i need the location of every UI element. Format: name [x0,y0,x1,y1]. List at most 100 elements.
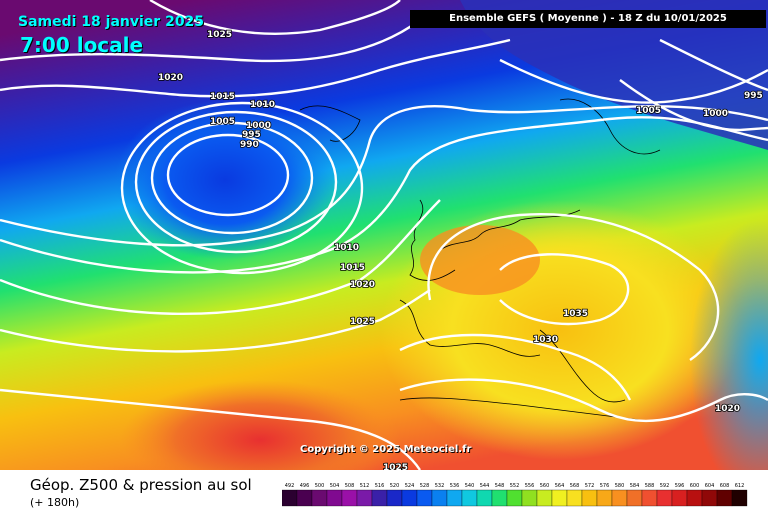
legend-swatch [476,489,493,507]
isobar-label: 1030 [533,335,558,345]
legend-tick-label: 556 [525,483,535,489]
legend-tick-label: 532 [435,483,445,489]
isobar-label: 1010 [250,100,275,110]
isobar [0,105,768,247]
legend-swatch [671,489,688,507]
isobar [0,388,421,470]
legend-swatch [341,489,358,507]
isobar-label: 1015 [210,92,235,102]
legend-swatch [356,489,373,507]
isobar-label: 1025 [383,463,408,470]
legend-tick-label: 560 [540,483,550,489]
isobar [0,38,511,98]
legend-tick-label: 608 [720,483,730,489]
legend-tick-label: 548 [495,483,505,489]
legend-swatch [701,489,718,507]
legend-swatch [371,489,388,507]
isobar [499,253,630,326]
legend-tick-label: 604 [705,483,715,489]
legend-swatch [731,489,748,507]
isobar [499,58,768,104]
isobar-label: 1020 [158,73,183,83]
legend-swatch [626,489,643,507]
legend-tick-label: 512 [360,483,370,489]
legend-swatch [506,489,523,507]
legend-swatch [716,489,733,507]
isobar [659,38,768,92]
isobar [0,116,768,274]
isobar-label: 1000 [703,109,728,119]
legend-swatch [521,489,538,507]
isobar-label: 1025 [350,317,375,327]
isobar-labels: 1025 1020 1015 1010 1005 1000 995 990 10… [157,29,763,470]
run-info-banner: Ensemble GEFS ( Moyenne ) - 18 Z du 10/0… [410,10,766,28]
legend-swatch [581,489,598,507]
isobar-label: 995 [744,91,763,101]
isobars [0,0,768,470]
legend-tick-label: 496 [300,483,310,489]
legend-tick-label: 552 [510,483,520,489]
legend-tick-label: 592 [660,483,670,489]
legend-swatch [296,489,313,507]
forecast-lead-time: (+ 180h) [30,496,80,509]
legend-tick-label: 504 [330,483,340,489]
isobar-label: 1010 [334,243,359,253]
legend-swatch [596,489,613,507]
isobar [0,289,431,353]
legend-tick-label: 596 [675,483,685,489]
legend-swatch [461,489,478,507]
legend-swatch [551,489,568,507]
low-core [115,100,335,260]
isobar [149,0,401,35]
pressure-map: 1025 1020 1015 1010 1005 1000 995 990 10… [0,0,768,470]
legend-swatch [311,489,328,507]
legend-tick-label: 508 [345,483,355,489]
legend-tick-label: 580 [615,483,625,489]
isobar-label: 1020 [350,280,375,290]
isobar [0,19,421,63]
legend-swatch [491,489,508,507]
coastlines [299,98,661,421]
legend-tick-label: 544 [480,483,490,489]
isobar-label: 1005 [636,106,661,116]
legend-tick-label: 588 [645,483,655,489]
isobar [399,333,632,401]
isobar-label: 1035 [563,309,588,319]
legend-tick-label: 492 [285,483,295,489]
isobar [150,121,314,235]
legend-swatch [326,489,343,507]
legend-swatch [416,489,433,507]
southwest-warm-core [120,380,400,470]
legend-swatch [446,489,463,507]
legend-tick-label: 568 [570,483,580,489]
isobar [166,133,290,217]
isobar [399,378,768,423]
legend-tick-label: 584 [630,483,640,489]
color-scale-legend: 492 496 500 504 508 512 516 520 524 528 532 536 540 5… [282,483,748,507]
legend-swatch [386,489,403,507]
legend-tick-label: 600 [690,483,700,489]
forecast-local-time: 7:00 locale [20,33,144,57]
legend-swatch [686,489,703,507]
legend-swatch [282,489,298,507]
isobar [0,199,441,315]
legend-swatch [401,489,418,507]
legend-tick-label: 576 [600,483,610,489]
isobar-label: 1000 [246,121,271,131]
legend-swatch [656,489,673,507]
legend-swatch [536,489,553,507]
legend-tick-label: 572 [585,483,595,489]
legend-tick-label: 516 [375,483,385,489]
legend-swatch [641,489,658,507]
copyright-notice: Copyright © 2025 Meteociel.fr [300,444,472,455]
forecast-date: Samedi 18 janvier 2025 [18,14,205,30]
northeast-blue-band [460,0,768,150]
legend-tick-label: 540 [465,483,475,489]
isobar [120,101,364,275]
isobar [134,110,338,254]
isobar-label: 1015 [340,263,365,273]
isobar-label: 1020 [715,404,740,414]
isobar [427,213,720,361]
legend-tick-label: 524 [405,483,415,489]
